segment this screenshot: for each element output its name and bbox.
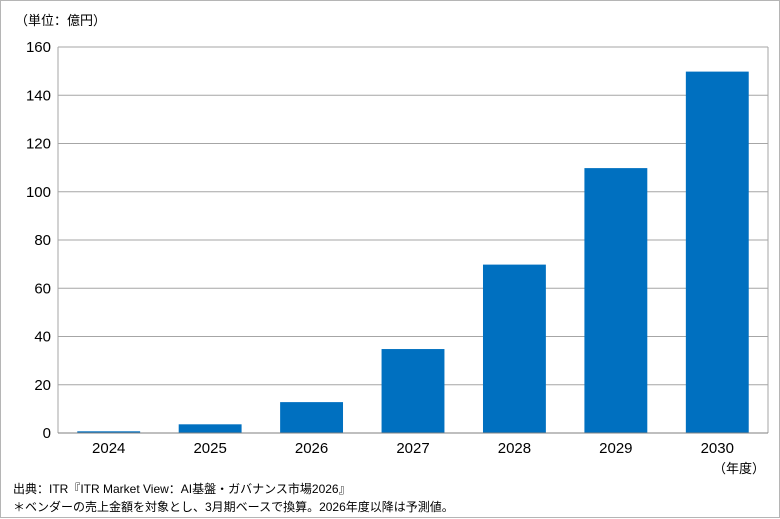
source-text: 出典：ITR『ITR Market View：AI基盤・ガバナンス市場2026』 — [13, 482, 351, 496]
bar-2024 — [77, 431, 141, 433]
y-tick-label: 40 — [34, 329, 51, 346]
x-tick-label: 2030 — [701, 440, 734, 457]
x-tick-label: 2029 — [599, 440, 632, 457]
y-tick-label: 100 — [26, 184, 51, 201]
bar-2029 — [584, 168, 648, 434]
bar-2025 — [178, 424, 242, 433]
x-tick-label: 2025 — [193, 440, 226, 457]
bar-2028 — [482, 264, 546, 433]
x-unit-label: （年度） — [712, 461, 765, 476]
bar-2027 — [381, 349, 445, 433]
x-tick-label: 2026 — [295, 440, 328, 457]
bar-2030 — [685, 71, 749, 434]
y-tick-label: 20 — [34, 377, 51, 394]
y-tick-label: 160 — [26, 39, 51, 56]
y-tick-label: 0 — [43, 425, 51, 442]
y-tick-label: 80 — [34, 232, 51, 249]
x-tick-label: 2027 — [396, 440, 429, 457]
x-tick-label: 2024 — [92, 440, 125, 457]
y-tick-label: 60 — [34, 280, 51, 297]
footnote-text: ＊ベンダーの売上金額を対象とし、3月期ベースで換算。2026年度以降は予測値。 — [13, 500, 454, 514]
y-tick-label: 120 — [26, 136, 51, 153]
y-tick-label: 140 — [26, 87, 51, 104]
y-unit-label: （単位：億円） — [15, 13, 107, 28]
x-tick-label: 2028 — [498, 440, 531, 457]
bar-2026 — [280, 402, 344, 433]
